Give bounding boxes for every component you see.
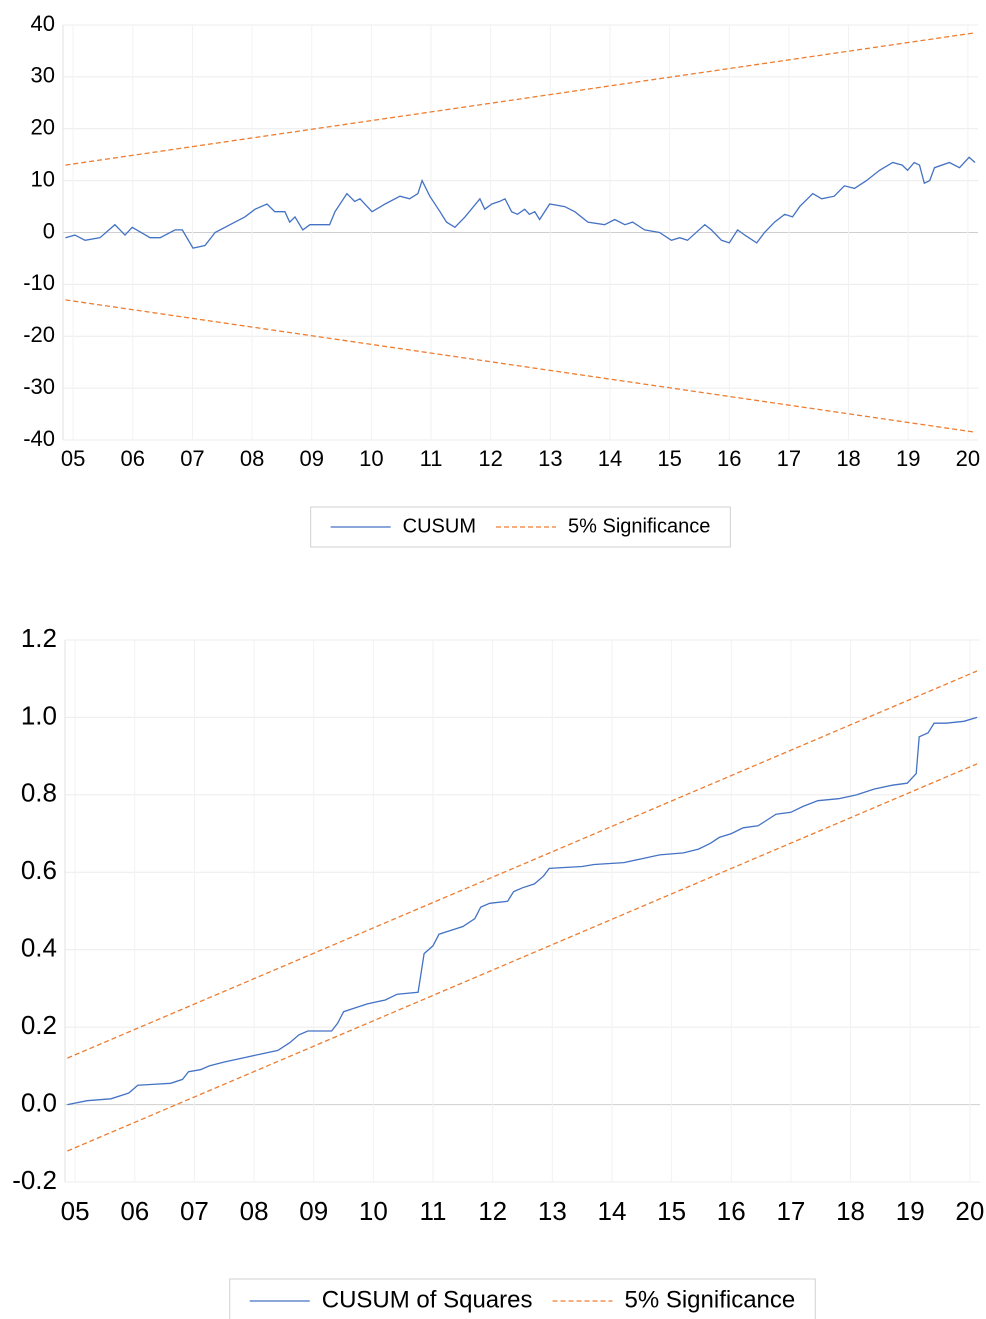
y-tick-label: 40 xyxy=(31,11,55,36)
x-tick-label: 12 xyxy=(478,1196,507,1226)
x-tick-label: 19 xyxy=(896,1196,925,1226)
legend-label: CUSUM xyxy=(403,515,476,537)
x-tick-label: 14 xyxy=(598,1196,627,1226)
y-tick-label: -10 xyxy=(23,270,55,295)
y-tick-label: 30 xyxy=(31,63,55,88)
x-tick-label: 19 xyxy=(896,446,920,471)
x-tick-label: 16 xyxy=(717,1196,746,1226)
x-tick-label: 10 xyxy=(359,446,383,471)
x-tick-label: 09 xyxy=(299,446,323,471)
y-tick-label: 1.2 xyxy=(21,623,57,653)
x-tick-label: 18 xyxy=(836,446,860,471)
y-tick-label: 1.0 xyxy=(21,700,57,730)
band-line xyxy=(67,670,978,1059)
x-tick-label: 12 xyxy=(478,446,502,471)
x-tick-label: 08 xyxy=(240,446,264,471)
y-tick-label: -0.2 xyxy=(12,1165,57,1195)
y-tick-label: 0.4 xyxy=(21,933,57,963)
band-line xyxy=(65,32,976,166)
x-tick-label: 20 xyxy=(955,1196,984,1226)
x-tick-label: 06 xyxy=(120,1196,149,1226)
x-tick-label: 08 xyxy=(240,1196,269,1226)
x-tick-label: 15 xyxy=(657,1196,686,1226)
y-tick-label: 0.8 xyxy=(21,778,57,808)
x-tick-label: 17 xyxy=(777,446,801,471)
legend-label: CUSUM of Squares xyxy=(322,1286,533,1313)
y-tick-label: 20 xyxy=(31,115,55,140)
x-tick-label: 13 xyxy=(538,446,562,471)
x-tick-label: 16 xyxy=(717,446,741,471)
x-tick-label: 07 xyxy=(180,446,204,471)
x-tick-label: 07 xyxy=(180,1196,209,1226)
y-tick-label: -20 xyxy=(23,322,55,347)
legend-box xyxy=(229,1278,816,1319)
y-tick-label: -40 xyxy=(23,426,55,451)
y-tick-label: 10 xyxy=(31,166,55,191)
y-tick-label: 0.0 xyxy=(21,1087,57,1117)
x-tick-label: 09 xyxy=(299,1196,328,1226)
x-tick-label: 11 xyxy=(420,1196,447,1226)
y-tick-label: 0.6 xyxy=(21,855,57,885)
y-tick-label: -30 xyxy=(23,374,55,399)
x-tick-label: 14 xyxy=(598,446,622,471)
y-tick-label: 0.2 xyxy=(21,1010,57,1040)
band-line xyxy=(65,299,976,433)
legend-label: 5% Significance xyxy=(568,515,710,537)
x-tick-label: 20 xyxy=(956,446,980,471)
data-line xyxy=(65,156,976,249)
legend-label: 5% Significance xyxy=(624,1286,795,1313)
band-line xyxy=(67,763,978,1152)
x-tick-label: 05 xyxy=(61,446,85,471)
x-tick-label: 05 xyxy=(61,1196,90,1226)
x-tick-label: 11 xyxy=(420,446,443,471)
x-tick-label: 10 xyxy=(359,1196,388,1226)
data-line xyxy=(67,716,978,1106)
x-tick-label: 15 xyxy=(657,446,681,471)
x-tick-label: 18 xyxy=(836,1196,865,1226)
x-tick-label: 17 xyxy=(776,1196,805,1226)
x-tick-label: 06 xyxy=(121,446,145,471)
x-tick-label: 13 xyxy=(538,1196,567,1226)
y-tick-label: 0 xyxy=(43,218,55,243)
